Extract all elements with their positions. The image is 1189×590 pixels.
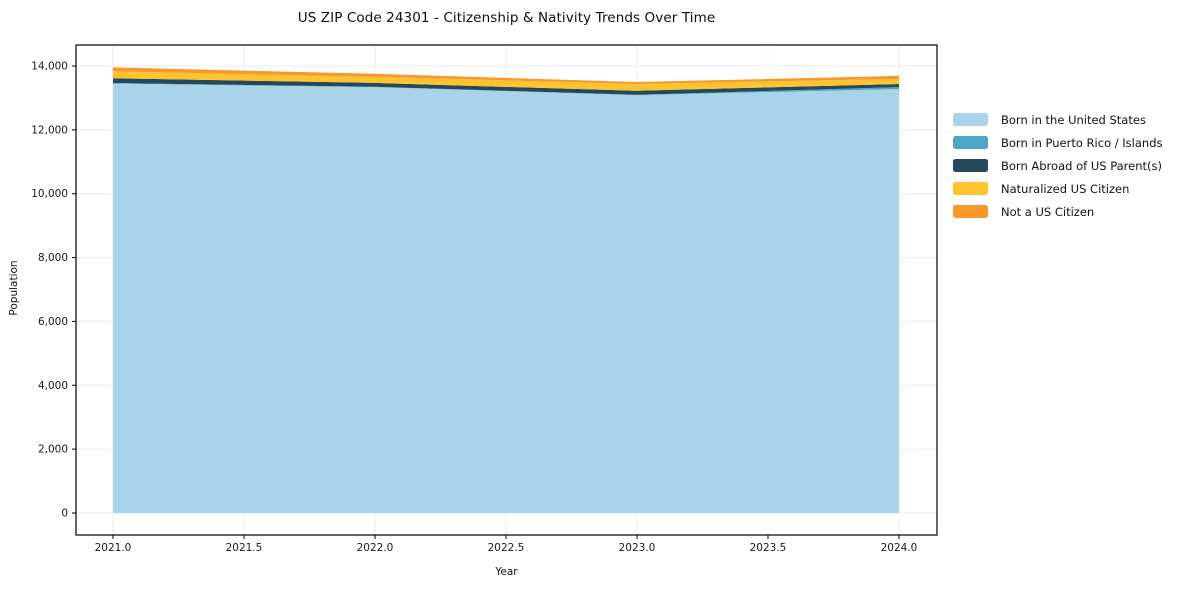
y-tick-label: 0	[61, 508, 68, 520]
x-axis-label: Year	[495, 566, 518, 578]
y-axis-label: Population	[8, 260, 20, 316]
legend-label: Born in the United States	[1001, 112, 1146, 127]
legend-item-born-abroad-of-us-parent-s: Born Abroad of US Parent(s)	[953, 154, 1163, 177]
legend-item-naturalized-us-citizen: Naturalized US Citizen	[953, 177, 1163, 200]
legend: Born in the United States Born in Puerto …	[953, 108, 1163, 223]
y-tick-label: 2,000	[38, 444, 68, 456]
area-born-in-the-united-states	[113, 83, 899, 513]
chart-title: US ZIP Code 24301 - Citizenship & Nativi…	[297, 10, 716, 26]
x-tick-label: 2022.0	[357, 542, 394, 554]
legend-label: Born in Puerto Rico / Islands	[1001, 135, 1163, 150]
x-tick-label: 2024.0	[881, 542, 918, 554]
legend-label: Not a US Citizen	[1001, 204, 1095, 219]
area-naturalized-us-citizen	[113, 71, 899, 91]
legend-label: Naturalized US Citizen	[1001, 181, 1130, 196]
y-tick-label: 10,000	[31, 188, 68, 200]
y-tick-label: 14,000	[31, 61, 68, 73]
area-born-abroad-of-us-parent-s	[113, 78, 899, 95]
y-tick-label: 12,000	[31, 124, 68, 136]
x-tick-label: 2023.5	[750, 542, 787, 554]
y-tick-label: 6,000	[38, 316, 68, 328]
area-born-in-puerto-rico-islands	[113, 83, 899, 96]
legend-swatch-born-in-puerto-rico-islands	[953, 136, 988, 149]
y-tick-label: 8,000	[38, 252, 68, 264]
y-tick-label: 4,000	[38, 380, 68, 392]
legend-item-born-in-puerto-rico-islands: Born in Puerto Rico / Islands	[953, 131, 1163, 154]
legend-swatch-naturalized-us-citizen	[953, 182, 988, 195]
legend-item-born-in-the-united-states: Born in the United States	[953, 108, 1163, 131]
x-tick-label: 2021.0	[95, 542, 132, 554]
legend-item-not-a-us-citizen: Not a US Citizen	[953, 200, 1163, 223]
legend-swatch-not-a-us-citizen	[953, 205, 988, 218]
legend-label: Born Abroad of US Parent(s)	[1001, 158, 1162, 173]
legend-swatch-born-abroad-of-us-parent-s	[953, 159, 988, 172]
x-tick-label: 2022.5	[488, 542, 525, 554]
legend-swatch-born-in-the-united-states	[953, 113, 988, 126]
x-tick-label: 2021.5	[226, 542, 263, 554]
x-tick-label: 2023.0	[619, 542, 656, 554]
